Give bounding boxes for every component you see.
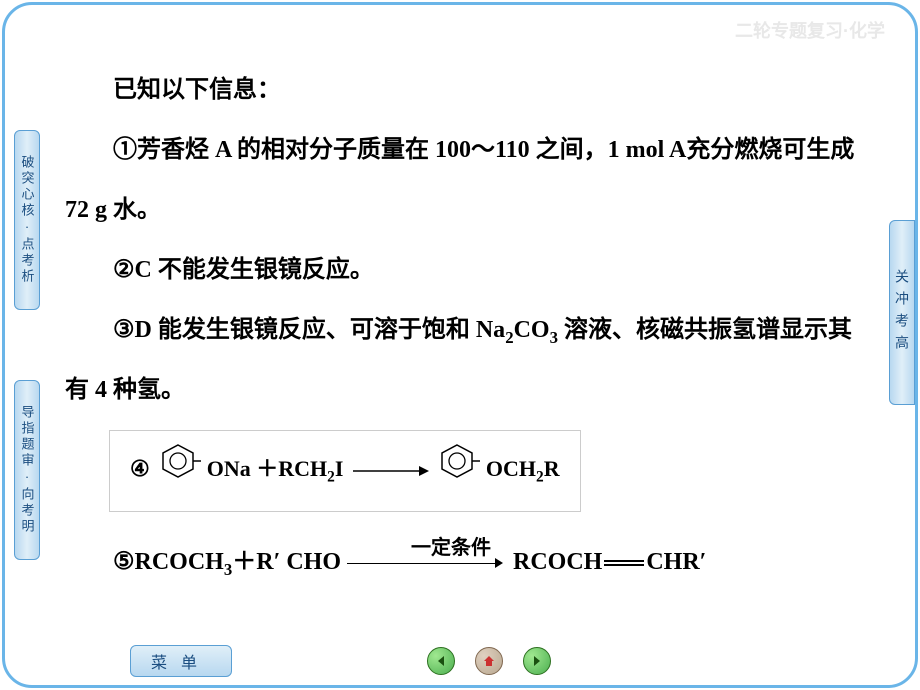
- menu-button[interactable]: 菜单: [130, 645, 232, 677]
- home-button[interactable]: [475, 647, 503, 675]
- item4-num: ④: [130, 456, 150, 481]
- item4-r1: ONa ＋RCH: [207, 456, 327, 481]
- header-title: 二轮专题复习·化学: [735, 17, 885, 43]
- item5-r3: RCOCH: [513, 549, 602, 575]
- item3-part1: ③D 能发生银镜反应、可溶于饱和 Na: [113, 317, 505, 343]
- item4-r4: R: [544, 456, 560, 481]
- item-1: ①芳香烃 A 的相对分子质量在 100～110 之间，1 mol A充分燃烧可生…: [65, 120, 865, 240]
- intro-text: 已知以下信息：: [65, 60, 865, 120]
- content-area: 已知以下信息： ①芳香烃 A 的相对分子质量在 100～110 之间，1 mol…: [65, 60, 865, 593]
- item3-sub2: 3: [550, 328, 558, 347]
- bottom-bar: 菜单: [130, 645, 551, 677]
- double-bond-icon: [604, 560, 644, 566]
- arrow-right-icon: [531, 655, 543, 667]
- item5-num: ⑤: [113, 549, 135, 575]
- arrow-icon-1: [349, 463, 429, 479]
- item5-cond: 一定条件: [411, 537, 491, 559]
- item4-sub1: 2: [327, 468, 335, 485]
- item5-r4: CHR′: [646, 549, 706, 575]
- slide-frame: 二轮专题复习·化学 破突心核·点考析 导指题审·向考明 关冲考高 已知以下信息：…: [2, 2, 918, 688]
- nav-buttons: [427, 647, 551, 675]
- tab-left-guide[interactable]: 导指题审·向考明: [14, 380, 40, 560]
- item4-r3: OCH: [486, 456, 536, 481]
- tab-left-analysis[interactable]: 破突心核·点考析: [14, 130, 40, 310]
- item4-r2: I: [335, 456, 344, 481]
- item3-sub1: 2: [505, 328, 513, 347]
- item5-sub1: 3: [224, 560, 232, 579]
- item3-part2: CO: [514, 317, 550, 343]
- benzene-icon-2: [434, 441, 480, 501]
- item-3: ③D 能发生银镜反应、可溶于饱和 Na2CO3 溶液、核磁共振氢谱显示其有 4 …: [65, 300, 865, 420]
- reaction-5: ⑤RCOCH3＋R′ CHO 一定条件 RCOCHCHR′: [65, 532, 865, 593]
- home-icon: [482, 654, 496, 668]
- item5-r2: ＋R′ CHO: [232, 549, 341, 575]
- item4-sub2: 2: [536, 468, 544, 485]
- tab-right-exam[interactable]: 关冲考高: [889, 220, 915, 405]
- arrow-left-icon: [435, 655, 447, 667]
- item5-r1: RCOCH: [135, 549, 224, 575]
- next-button[interactable]: [523, 647, 551, 675]
- prev-button[interactable]: [427, 647, 455, 675]
- arrow-conditions: 一定条件: [347, 533, 507, 593]
- item-2: ②C 不能发生银镜反应。: [65, 240, 865, 300]
- benzene-icon-1: [155, 441, 201, 501]
- reaction-4: ④ ONa ＋RCH2I OCH2R: [109, 430, 581, 512]
